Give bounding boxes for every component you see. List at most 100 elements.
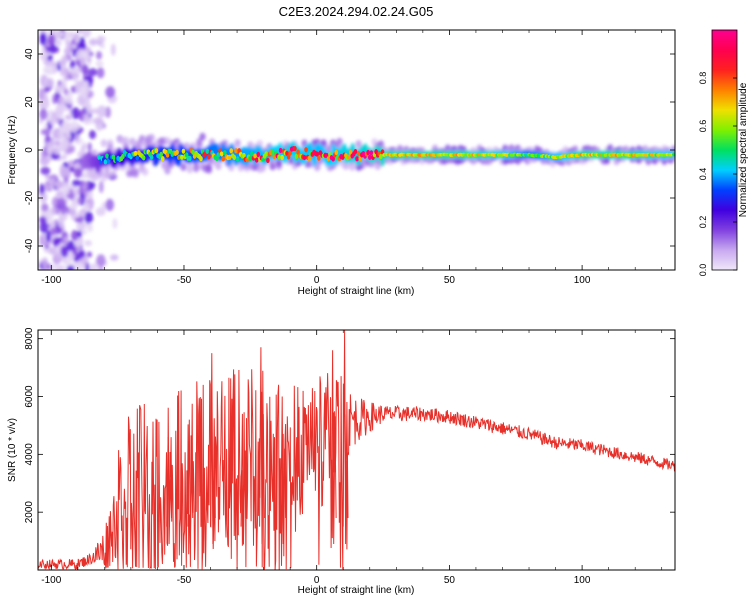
spectrogram-cell xyxy=(277,154,281,160)
spectrogram-cell xyxy=(81,43,87,50)
spectrogram-cell xyxy=(96,35,106,43)
spectrogram-cell xyxy=(42,66,51,74)
spectrogram-cell xyxy=(96,254,106,267)
spectrogram-cell xyxy=(165,152,170,158)
spectrogram-cell xyxy=(366,149,370,156)
spectrogram-cell xyxy=(275,159,283,168)
spectrogram-cell xyxy=(71,43,78,50)
spectrogram-cell xyxy=(39,235,45,248)
spectrogram-cell xyxy=(196,141,203,150)
spectrogram-cell xyxy=(76,220,85,232)
spectrogram-cell xyxy=(215,155,219,162)
spectrogram-cell xyxy=(186,165,194,174)
spectrogram-cell xyxy=(79,57,85,66)
spectrogram-cell xyxy=(205,163,213,172)
spectrogram-cell xyxy=(42,257,49,270)
spectrogram-cell xyxy=(293,145,297,152)
spectrogram-cell xyxy=(40,51,46,61)
y-tick-label: -20 xyxy=(24,190,35,205)
spectrogram-cell xyxy=(349,162,356,171)
spectrogram-cell xyxy=(122,136,130,145)
spectrogram-cell xyxy=(69,253,75,261)
spectrogram-cell xyxy=(91,108,101,114)
spectrogram-cell xyxy=(70,145,76,153)
spectrogram-cell xyxy=(86,190,93,199)
spectrogram-y-label: Frequency (Hz) xyxy=(7,116,18,185)
spectrogram-cell xyxy=(227,154,232,160)
spectrogram-cell xyxy=(43,184,51,191)
spectrogram-cell xyxy=(40,166,51,176)
snr-series-line xyxy=(38,369,675,570)
spectrogram-cell xyxy=(50,220,57,229)
spectrogram-cell xyxy=(353,148,358,155)
spectrogram-cell xyxy=(95,50,103,60)
spectrogram-cell xyxy=(356,151,361,157)
spectrogram-cell xyxy=(52,128,59,139)
spectrogram-cell xyxy=(77,250,86,259)
spectrogram-cell xyxy=(223,150,227,156)
y-tick-label: 20 xyxy=(24,96,35,108)
spectrogram-cell xyxy=(181,148,186,154)
spectrogram-cell xyxy=(60,204,67,215)
spectrogram-cell xyxy=(61,55,67,68)
spectrogram-cell xyxy=(84,240,93,247)
spectrogram-cell xyxy=(232,154,237,161)
snr-frame xyxy=(37,329,676,571)
spectrogram-cell xyxy=(61,154,67,161)
spectrogram-cell xyxy=(199,156,203,162)
spectrogram-cell xyxy=(367,154,372,160)
spectrogram-cell xyxy=(103,170,111,179)
spectrogram-cell xyxy=(71,229,79,242)
spectrogram-cell xyxy=(304,147,308,153)
spectrogram-cell xyxy=(73,32,79,41)
spectrogram-cell xyxy=(229,148,234,154)
spectrogram-cell xyxy=(294,153,299,160)
spectrogram-cell xyxy=(39,183,45,195)
spectrogram-cell xyxy=(105,153,109,159)
spectrogram-cell xyxy=(347,154,351,160)
spectrogram-cell xyxy=(46,263,52,270)
spectrogram-cell xyxy=(71,179,82,187)
spectrogram-cell xyxy=(52,146,62,155)
spectrogram-cell xyxy=(89,129,97,140)
spectrogram-cell xyxy=(270,149,275,155)
spectrogram-cell xyxy=(188,155,192,161)
spectrogram-cell xyxy=(110,169,117,178)
snr-spike xyxy=(187,419,194,545)
spectrogram-cell xyxy=(148,133,155,142)
spectrogram-cell xyxy=(103,164,111,173)
spectrogram-cell xyxy=(86,107,93,115)
x-tick-label: 0 xyxy=(314,575,320,586)
spectrogram-cell xyxy=(88,181,96,189)
spectrogram-ridge-core xyxy=(97,145,675,165)
y-tick-label: -40 xyxy=(24,238,35,253)
spectrogram-cell xyxy=(71,107,80,120)
spectrogram-cell xyxy=(672,152,675,157)
spectrogram-cell xyxy=(47,33,56,47)
spectrogram-cell xyxy=(234,139,241,148)
spectrogram-cell xyxy=(164,166,171,175)
spectrogram-cell xyxy=(508,144,515,153)
spectrogram-cell xyxy=(51,264,59,270)
spectrogram-x-label: Height of straight line (km) xyxy=(298,286,415,297)
spectrogram-cell xyxy=(64,30,70,40)
y-tick-label: 0 xyxy=(24,147,35,153)
snr-x-label: Height of straight line (km) xyxy=(298,585,415,596)
spectrogram-cell xyxy=(286,154,291,160)
spectrogram-cell xyxy=(65,40,72,54)
spectrogram-cell xyxy=(59,139,69,152)
spectrogram-cell xyxy=(254,157,259,163)
snr-spike xyxy=(240,413,247,545)
spectrogram-cell xyxy=(52,237,61,246)
spectrogram-cell xyxy=(264,151,269,157)
spectrogram-cell xyxy=(175,149,179,156)
spectrogram-cell xyxy=(39,32,47,46)
spectrogram-cell xyxy=(45,133,50,144)
spectrogram-cell xyxy=(86,251,92,258)
spectrogram-cell xyxy=(377,140,385,149)
spectrogram-cell xyxy=(355,140,362,149)
spectrogram-cell xyxy=(112,218,118,230)
spectrogram-cell xyxy=(50,136,56,148)
spectrogram-cell xyxy=(132,167,139,176)
snr-panel: -100 -50 0 50 100 2000 4000 6000 8000 Height of … xyxy=(7,327,676,596)
